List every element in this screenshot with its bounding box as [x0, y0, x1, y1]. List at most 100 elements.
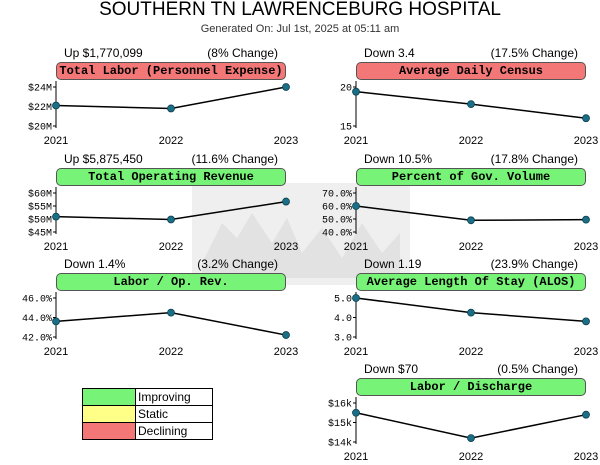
y-tick-label: 15 [340, 123, 352, 134]
data-point [582, 215, 590, 224]
x-tick-label: 2021 [344, 451, 368, 463]
y-tick-label: 46.0% [22, 295, 52, 306]
x-tick-label: 2021 [344, 241, 368, 253]
y-tick-label: $15k [328, 418, 352, 430]
data-point [52, 101, 60, 110]
x-tick-label: 2022 [159, 346, 183, 358]
legend-swatch [82, 388, 136, 406]
change-amount: Down $70 [364, 362, 419, 376]
y-tick-label: $60M [28, 189, 52, 201]
data-point [282, 331, 290, 339]
data-point [467, 308, 475, 317]
legend-label: Static [135, 405, 213, 423]
x-tick-label: 2022 [159, 135, 183, 147]
data-point [352, 202, 360, 210]
chart-panel: Down $70 (0.5% Change) Labor / Discharge $1… [328, 362, 598, 463]
legend-row-improving: Improving [82, 388, 213, 406]
data-point [582, 114, 590, 123]
data-point [352, 408, 360, 417]
y-tick-label: $50M [28, 215, 52, 227]
x-tick-label: 2023 [574, 241, 598, 253]
chart-panel: Down 1.19 (23.9% Change) Average Length Of… [334, 257, 598, 358]
x-tick-label: 2023 [274, 241, 298, 253]
data-point [467, 100, 475, 109]
legend-row-declining: Declining [82, 422, 213, 440]
data-point [282, 83, 290, 91]
legend-swatch [82, 422, 136, 440]
y-tick-label: 4.0 [334, 314, 352, 325]
data-point [467, 434, 475, 442]
chart-panel: Up $1,770,099 (8% Change) Total Labor (Per… [28, 46, 298, 147]
legend-swatch [82, 405, 136, 423]
chart-title-banner: Average Length Of Stay (ALOS) [356, 273, 586, 291]
chart-plot: 46.0% 44.0% 42.0%2021 2022 2023 [22, 292, 298, 358]
y-tick-label: 50.0% [322, 216, 352, 227]
x-tick-label: 2022 [159, 241, 183, 253]
change-percent: (0.5% Change) [497, 362, 578, 376]
y-tick-label: 44.0% [22, 314, 52, 325]
x-tick-label: 2021 [44, 241, 68, 253]
data-point [352, 294, 360, 302]
data-point [52, 212, 60, 221]
y-tick-label: $45M [28, 228, 52, 240]
data-point [582, 317, 590, 326]
legend-label: Improving [135, 388, 213, 406]
data-point [52, 317, 60, 326]
change-percent: (8% Change) [207, 46, 278, 60]
x-tick-label: 2023 [574, 346, 598, 358]
chart-panel: Down 10.5% (17.8% Change) Percent of Gov. … [322, 152, 598, 253]
change-percent: (23.9% Change) [490, 257, 578, 271]
y-tick-label: 20 [340, 84, 352, 95]
change-percent: (3.2% Change) [197, 257, 278, 271]
watermark-logo [192, 183, 410, 285]
x-tick-label: 2023 [274, 346, 298, 358]
change-amount: Down 1.4% [64, 257, 126, 271]
x-tick-label: 2022 [459, 451, 483, 463]
chart-panel: Up $5,875,450 (11.6% Change) Total Operati… [28, 152, 298, 253]
data-point [167, 104, 175, 113]
x-tick-label: 2022 [459, 241, 483, 253]
data-point [282, 197, 290, 206]
data-point [167, 308, 175, 317]
chart-title-banner: Total Operating Revenue [56, 168, 286, 186]
change-amount: Down 3.4 [364, 46, 415, 60]
chart-title-banner: Labor / Op. Rev. [56, 273, 286, 291]
y-tick-label: $55M [28, 202, 52, 214]
x-tick-label: 2023 [274, 135, 298, 147]
change-percent: (17.5% Change) [490, 46, 578, 60]
y-tick-label: $20M [28, 122, 52, 134]
change-amount: Up $1,770,099 [64, 46, 143, 60]
legend-label: Declining [135, 422, 213, 440]
change-percent: (11.6% Change) [191, 152, 279, 166]
x-tick-label: 2021 [44, 346, 68, 358]
x-tick-label: 2021 [44, 135, 68, 147]
generated-timestamp: Generated On: Jul 1st, 2025 at 05:11 am [200, 23, 400, 35]
change-amount: Down 10.5% [364, 152, 433, 166]
report-title: SOUTHERN TN LAWRENCEBURG HOSPITAL [99, 0, 501, 20]
y-tick-label: 3.0 [334, 334, 352, 345]
x-tick-label: 2021 [344, 135, 368, 147]
y-tick-label: 40.0% [322, 229, 352, 240]
x-tick-label: 2022 [459, 135, 483, 147]
legend: Improving Static Declining [82, 388, 213, 440]
y-tick-label: 60.0% [322, 203, 352, 214]
y-tick-label: $22M [28, 102, 52, 114]
y-tick-label: $16k [328, 399, 352, 411]
chart-plot: 70.0% 60.0% 50.0% 40.0%2021 2022 2023 [322, 187, 598, 253]
chart-panel: Down 3.4 (17.5% Change) Average Daily Cens… [340, 46, 598, 147]
chart-title-banner: Total Labor (Personnel Expense) [56, 62, 286, 80]
x-tick-label: 2021 [344, 346, 368, 358]
chart-title-banner: Percent of Gov. Volume [356, 168, 586, 186]
data-point [467, 216, 475, 225]
change-amount: Down 1.19 [364, 257, 422, 271]
change-percent: (17.8% Change) [490, 152, 578, 166]
change-amount: Up $5,875,450 [64, 152, 143, 166]
y-tick-label: 70.0% [322, 190, 352, 201]
data-point [352, 87, 360, 96]
legend-row-static: Static [82, 405, 213, 423]
x-tick-label: 2023 [574, 135, 598, 147]
